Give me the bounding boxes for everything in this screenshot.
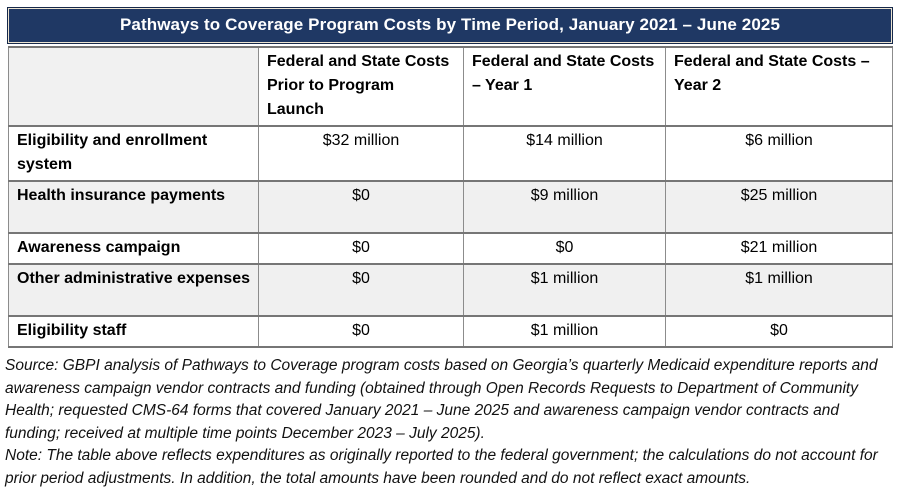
table-row-health-insurance: Health insurance payments $0 $9 million … xyxy=(8,180,893,234)
cell-value: $1 million xyxy=(665,263,893,317)
row-label: Other administrative expenses xyxy=(8,263,259,317)
table-title: Pathways to Coverage Program Costs by Ti… xyxy=(7,7,893,44)
cell-value: $0 xyxy=(665,315,893,348)
column-header-year1: Federal and State Costs – Year 1 xyxy=(463,46,666,127)
header-row: Federal and State Costs Prior to Program… xyxy=(8,46,893,127)
column-header-year2: Federal and State Costs – Year 2 xyxy=(665,46,893,127)
table-row-eligibility-staff: Eligibility staff $0 $1 million $0 xyxy=(8,315,893,348)
cell-value: $32 million xyxy=(258,125,464,182)
cell-value: $0 xyxy=(258,180,464,234)
cell-value: $1 million xyxy=(463,315,666,348)
cell-value: $25 million xyxy=(665,180,893,234)
cell-value: $14 million xyxy=(463,125,666,182)
table-row-other-admin: Other administrative expenses $0 $1 mill… xyxy=(8,263,893,317)
corner-cell xyxy=(8,46,259,127)
column-header-prior-launch: Federal and State Costs Prior to Program… xyxy=(258,46,464,127)
table-row-eligibility-system: Eligibility and enrollment system $32 mi… xyxy=(8,125,893,182)
row-label: Awareness campaign xyxy=(8,232,259,265)
footnotes: Source: GBPI analysis of Pathways to Cov… xyxy=(5,355,895,490)
methodology-note: Note: The table above reflects expenditu… xyxy=(5,447,878,487)
cell-value: $1 million xyxy=(463,263,666,317)
table-row-awareness-campaign: Awareness campaign $0 $0 $21 million xyxy=(8,232,893,265)
cell-value: $0 xyxy=(463,232,666,265)
row-label: Eligibility staff xyxy=(8,315,259,348)
row-label: Eligibility and enrollment system xyxy=(8,125,259,182)
row-label: Health insurance payments xyxy=(8,180,259,234)
cell-value: $0 xyxy=(258,232,464,265)
program-costs-table: Federal and State Costs Prior to Program… xyxy=(8,46,893,348)
cell-value: $6 million xyxy=(665,125,893,182)
cell-value: $21 million xyxy=(665,232,893,265)
cell-value: $9 million xyxy=(463,180,666,234)
cell-value: $0 xyxy=(258,263,464,317)
source-note: Source: GBPI analysis of Pathways to Cov… xyxy=(5,357,878,442)
cell-value: $0 xyxy=(258,315,464,348)
